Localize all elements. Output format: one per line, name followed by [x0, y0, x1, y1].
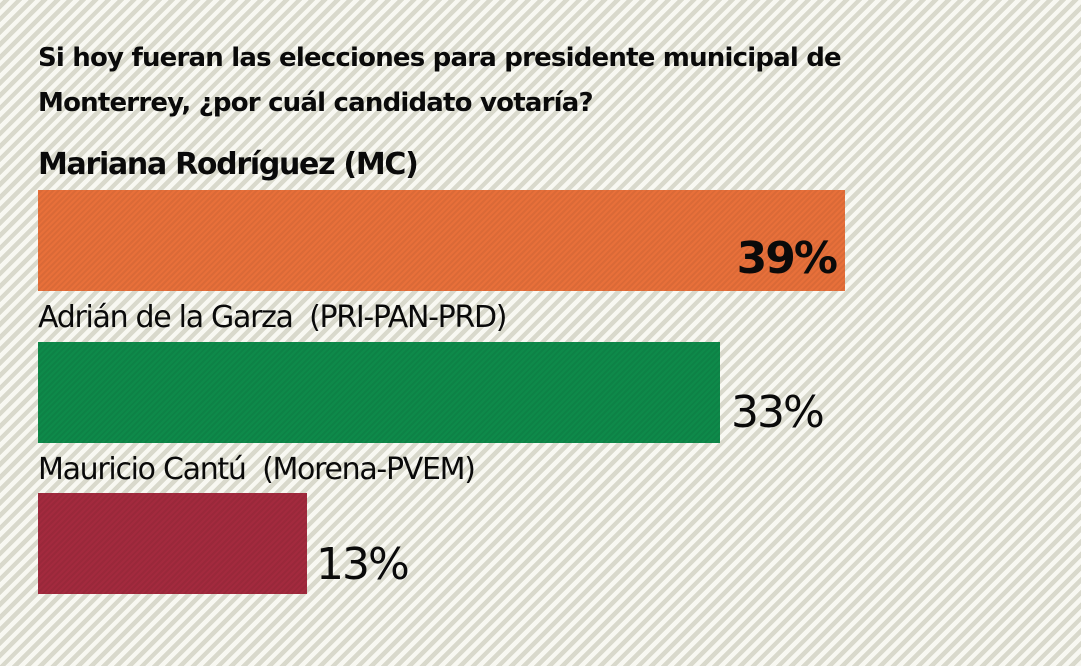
- candidate-label-adrian-de-la-garza: Adrián de la Garza (PRI-PAN-PRD): [38, 300, 508, 335]
- candidate-label-mariana-rodriguez: Mariana Rodríguez (MC): [38, 147, 419, 182]
- bar-mauricio-cantu: [38, 493, 307, 594]
- value-label-mariana-rodriguez: 39%: [736, 233, 838, 284]
- candidate-label-mauricio-cantu: Mauricio Cantú (Morena-PVEM): [38, 452, 476, 487]
- value-label-mauricio-cantu: 13%: [316, 539, 410, 590]
- bar-mariana-rodriguez: [38, 190, 845, 291]
- value-label-adrian-de-la-garza: 33%: [731, 387, 825, 438]
- chart-title: Si hoy fueran las elecciones para presid…: [38, 43, 842, 118]
- bar-adrian-de-la-garza: [38, 342, 720, 443]
